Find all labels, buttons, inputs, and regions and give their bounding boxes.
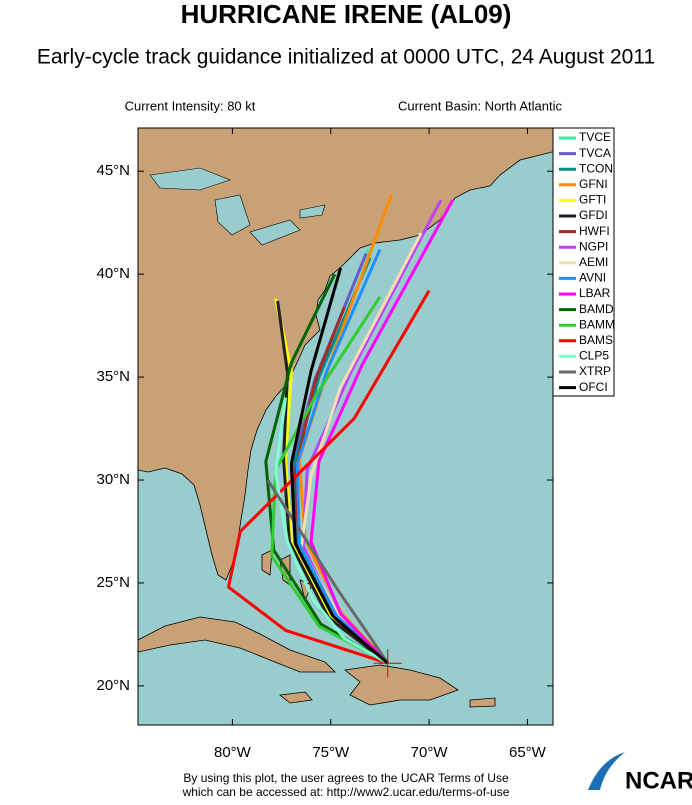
track-line (309, 199, 455, 665)
current-position (373, 649, 402, 678)
plot-frame (137, 127, 554, 726)
legend-label: LBAR (579, 286, 611, 300)
legend-label: TVCE (579, 130, 611, 144)
y-tick-label: 45°N (96, 162, 130, 179)
y-tick-label: 20°N (96, 677, 130, 694)
y-tick-label: 40°N (96, 265, 130, 282)
legend-label: TCON (579, 161, 613, 175)
lake (149, 167, 231, 191)
legend-label: BAMS (579, 333, 613, 347)
lake (299, 204, 326, 219)
footer: which can be accessed at: http://www2.uc… (182, 785, 510, 799)
track-line (264, 273, 389, 665)
legend-label: CLP5 (579, 349, 609, 363)
legend-label: AEMI (579, 255, 608, 269)
track-line (276, 300, 389, 665)
track-line (270, 295, 389, 665)
footer: By using this plot, the user agrees to t… (183, 771, 509, 785)
hispaniola (344, 664, 459, 706)
chart-title: HURRICANE IRENE (AL09) (181, 0, 512, 29)
north-america (138, 128, 553, 581)
legend-label: BAMD (579, 302, 614, 316)
legend-label: AVNI (579, 271, 606, 285)
x-tick-label: 65°W (509, 744, 547, 761)
x-tick-label: 70°W (411, 744, 449, 761)
annotation: Current Basin: North Atlantic (398, 98, 563, 113)
logo-mark (588, 752, 625, 790)
legend-label: TVCA (579, 146, 611, 160)
legend-label: OFCI (579, 380, 608, 394)
legend-label: BAMM (579, 317, 615, 331)
legend-label: XTRP (579, 364, 611, 378)
x-tick-label: 80°W (214, 744, 252, 761)
y-tick-label: 30°N (96, 471, 130, 488)
jamaica (279, 691, 313, 704)
cuba (138, 616, 336, 673)
ncar-logo: NCAR (588, 752, 692, 794)
lake (214, 194, 251, 236)
y-tick-label: 35°N (96, 368, 130, 385)
track-line (295, 248, 389, 665)
x-tick-label: 75°W (312, 744, 350, 761)
track-line (274, 397, 389, 665)
track-line (289, 267, 389, 665)
annotation: Current Intensity: 80 kt (125, 98, 256, 113)
legend-label: GFDI (579, 208, 608, 222)
track-line (266, 479, 390, 665)
legend-label: GFNI (579, 177, 608, 191)
logo-text: NCAR (625, 767, 692, 794)
y-tick-label: 25°N (96, 574, 130, 591)
legend-box (552, 127, 615, 397)
legend-label: GFTI (579, 193, 606, 207)
track-line (226, 289, 431, 665)
puerto-rico (469, 697, 496, 708)
tracks (226, 193, 455, 678)
legend-label: NGPI (579, 239, 608, 253)
basemap (138, 128, 553, 725)
chart-subtitle: Early-cycle track guidance initialized a… (37, 46, 655, 69)
legend-label: HWFI (579, 224, 610, 238)
lake (249, 219, 301, 246)
